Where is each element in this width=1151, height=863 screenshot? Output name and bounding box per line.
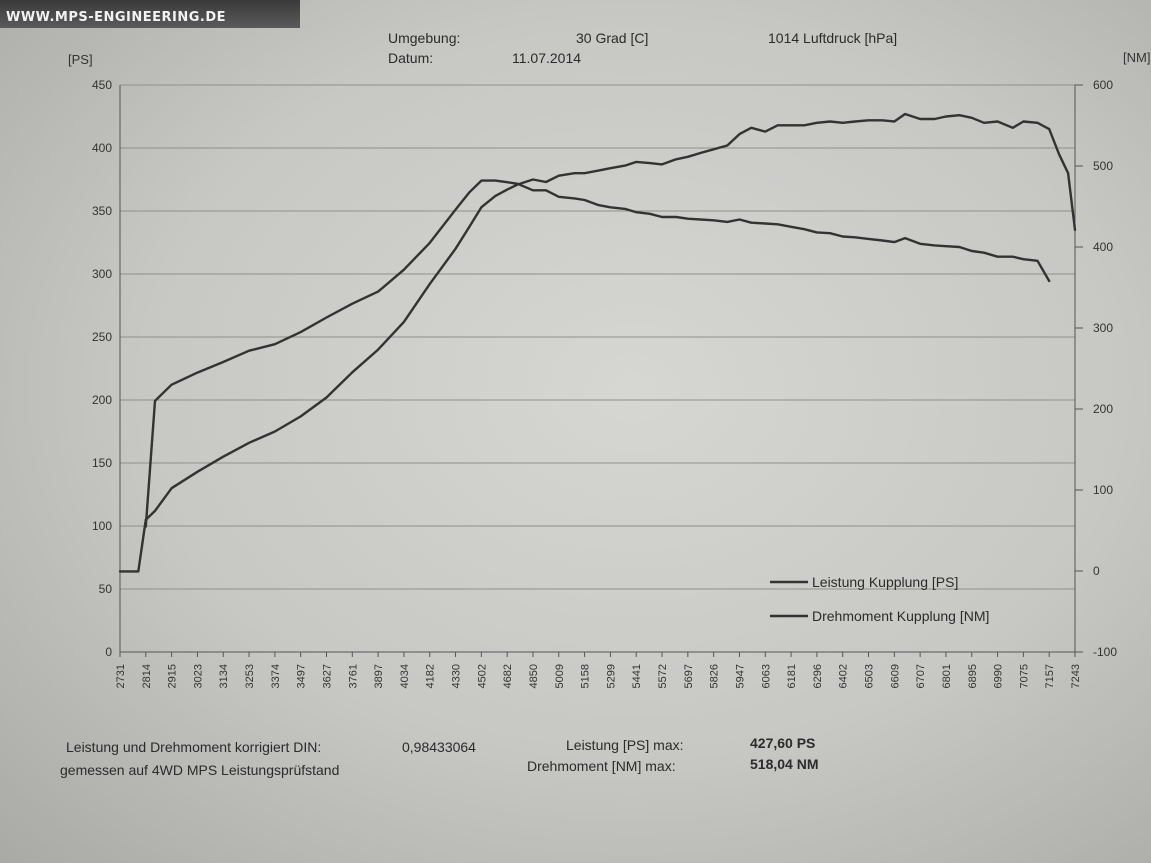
torque-max-value: 518,04 NM xyxy=(750,756,819,772)
x-tick-label-4850: 4850 xyxy=(528,664,540,688)
din-label: Leistung und Drehmoment korrigiert DIN: xyxy=(66,739,322,755)
x-tick-label-7075: 7075 xyxy=(1018,664,1030,688)
y2-axis-label: [NM] xyxy=(1123,50,1150,65)
y-tick-label-100: 100 xyxy=(92,519,112,533)
x-tick-label-6063: 6063 xyxy=(760,664,772,688)
x-tick-label-3253: 3253 xyxy=(244,664,256,688)
env-label: Umgebung: xyxy=(388,30,461,46)
date-value: 11.07.2014 xyxy=(512,50,582,66)
y2-tick-label-0: 0 xyxy=(1093,564,1100,578)
y-tick-label-150: 150 xyxy=(92,456,112,470)
x-tick-label-6503: 6503 xyxy=(864,664,876,688)
y-tick-label-200: 200 xyxy=(92,393,112,407)
x-tick-label-6707: 6707 xyxy=(915,664,927,688)
x-tick-label-6181: 6181 xyxy=(786,664,798,688)
x-tick-label-4682: 4682 xyxy=(502,664,514,688)
x-tick-label-7243: 7243 xyxy=(1070,664,1082,688)
x-tick-label-5009: 5009 xyxy=(554,664,566,688)
y2-tick-label-300: 300 xyxy=(1093,321,1113,335)
series-layer xyxy=(118,112,1077,573)
x-tick-label-6801: 6801 xyxy=(941,664,953,688)
logo-text: WWW.MPS-ENGINEERING.DE xyxy=(6,10,227,25)
x-tick-label-6609: 6609 xyxy=(889,664,901,688)
axes: 0 50 100 150 200 250 300 350 400 450 -100 0 100 200 30… xyxy=(68,50,1150,688)
y-tick-label-300: 300 xyxy=(92,267,112,281)
y2-tick-label-600: 600 xyxy=(1093,78,1113,92)
x-tick-label-3497: 3497 xyxy=(296,664,308,688)
x-tick-label-5947: 5947 xyxy=(734,664,746,688)
y-tick-label-400: 400 xyxy=(92,141,112,155)
x-tick-label-5441: 5441 xyxy=(631,664,643,688)
x-tick-label-4182: 4182 xyxy=(425,664,437,688)
x-tick-label-3897: 3897 xyxy=(373,664,385,688)
logo-bar: WWW.MPS-ENGINEERING.DE xyxy=(0,0,300,28)
x-tick-label-3761: 3761 xyxy=(347,664,359,688)
y-axis-label: [PS] xyxy=(68,52,93,67)
bench-text: gemessen auf 4WD MPS Leistungsprüfstand xyxy=(60,762,340,778)
date-label: Datum: xyxy=(388,50,434,66)
x-tick-label-6990: 6990 xyxy=(993,664,1005,688)
x-tick-label-5299: 5299 xyxy=(605,664,617,688)
y-tick-label-250: 250 xyxy=(92,330,112,344)
y2-tick-label-400: 400 xyxy=(1093,240,1113,254)
y-tick-label-0: 0 xyxy=(105,645,112,659)
x-tick-label-6296: 6296 xyxy=(812,664,824,688)
x-tick-label-3134: 3134 xyxy=(218,664,230,688)
series-line-drehmoment xyxy=(144,179,1051,528)
legend-label-1: Drehmoment Kupplung [NM] xyxy=(812,608,989,624)
x-tick-label-4034: 4034 xyxy=(399,664,411,688)
y-tick-label-350: 350 xyxy=(92,204,112,218)
legend: Leistung Kupplung [PS] Drehmoment Kupplun… xyxy=(770,574,989,624)
x-tick-label-6402: 6402 xyxy=(838,664,850,688)
x-tick-label-3023: 3023 xyxy=(192,664,204,688)
x-tick-label-4502: 4502 xyxy=(476,664,488,688)
power-max-label: Leistung [PS] max: xyxy=(566,737,684,753)
legend-label-0: Leistung Kupplung [PS] xyxy=(812,574,958,590)
x-tick-label-5572: 5572 xyxy=(657,664,669,688)
y2-tick-label-200: 200 xyxy=(1093,402,1113,416)
x-tick-label-3627: 3627 xyxy=(321,664,333,688)
series-line-leistung xyxy=(118,112,1077,573)
torque-max-label: Drehmoment [NM] max: xyxy=(527,758,676,774)
y2-tick-label-500: 500 xyxy=(1093,159,1113,173)
din-value: 0,98433064 xyxy=(402,739,476,755)
y-tick-label-50: 50 xyxy=(99,582,113,596)
x-tick-label-7157: 7157 xyxy=(1044,664,1056,688)
x-tick-label-2915: 2915 xyxy=(167,664,179,688)
x-tick-label-4330: 4330 xyxy=(451,664,463,688)
x-tick-label-3374: 3374 xyxy=(270,664,282,688)
x-tick-label-5158: 5158 xyxy=(580,664,592,688)
x-tick-label-5697: 5697 xyxy=(683,664,695,688)
y2-tick-label--100: -100 xyxy=(1093,645,1117,659)
env-value: 30 Grad [C] xyxy=(576,30,649,46)
pressure-value: 1014 Luftdruck [hPa] xyxy=(768,30,898,46)
x-tick-label-6895: 6895 xyxy=(967,664,979,688)
power-max-value: 427,60 PS xyxy=(750,735,816,751)
x-tick-label-2814: 2814 xyxy=(141,664,153,688)
x-tick-label-2731: 2731 xyxy=(115,664,127,688)
y2-tick-label-100: 100 xyxy=(1093,483,1113,497)
x-tick-label-5826: 5826 xyxy=(709,664,721,688)
y-tick-label-450: 450 xyxy=(92,78,112,92)
